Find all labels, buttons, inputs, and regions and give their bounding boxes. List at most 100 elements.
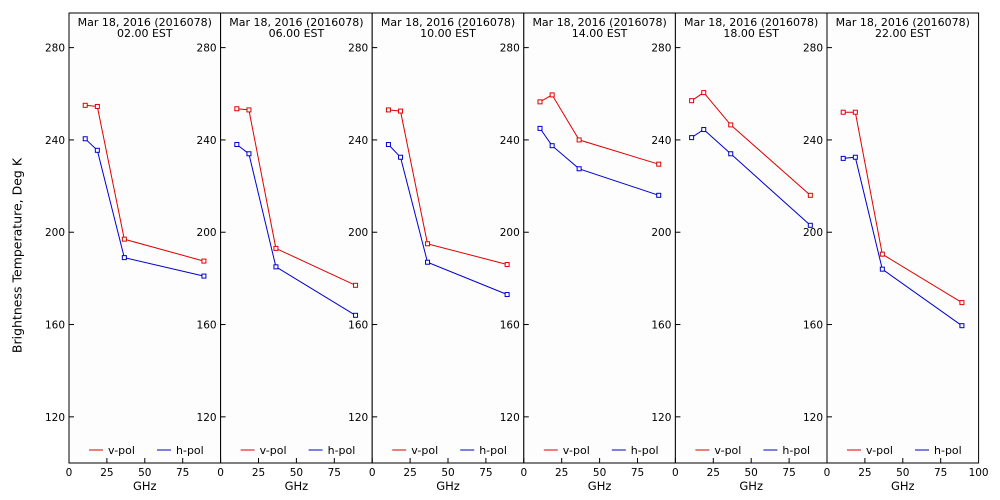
x-axis-label: GHz [891, 479, 915, 493]
x-tick-label: 75 [631, 467, 644, 479]
data-point-v-pol [537, 99, 543, 105]
panel-subtitle: 10.00 EST [420, 27, 476, 40]
x-tick-label: 25 [858, 467, 871, 479]
series-line-h-pol [236, 144, 356, 316]
data-point-h-pol [576, 166, 582, 172]
data-point-v-pol [353, 282, 359, 288]
data-point-v-pol [807, 192, 813, 198]
data-point-v-pol [959, 300, 965, 306]
legend-label: h-pol [782, 444, 810, 457]
y-tick-label: 160 [651, 320, 671, 332]
y-tick-label: 280 [651, 43, 671, 55]
x-tick-label: 25 [707, 467, 720, 479]
data-point-h-pol [398, 154, 404, 160]
panel-subtitle: 22.00 EST [875, 27, 931, 40]
x-tick-label: 50 [138, 467, 151, 479]
data-point-v-pol [879, 251, 885, 257]
series-line-v-pol [843, 111, 963, 304]
legend-label: h-pol [328, 444, 356, 457]
y-tick-label: 200 [651, 227, 671, 239]
legend-label: v-pol [866, 444, 893, 457]
y-tick-label: 160 [803, 320, 823, 332]
y-tick-label: 240 [651, 135, 671, 147]
data-point-h-pol [234, 142, 240, 148]
x-tick-label: 25 [403, 467, 416, 479]
series-line-h-pol [84, 138, 205, 277]
data-point-v-pol [728, 122, 734, 128]
y-tick-label: 200 [348, 227, 368, 239]
plot-frame-4 [523, 12, 676, 464]
y-tick-label: 200 [500, 227, 520, 239]
y-tick-label: 200 [45, 227, 65, 239]
data-point-v-pol [246, 107, 252, 113]
panel-subtitle: 06.00 EST [269, 27, 325, 40]
data-point-h-pol [82, 136, 88, 142]
y-tick-label: 160 [348, 320, 368, 332]
x-tick-label: 0 [217, 467, 224, 479]
legend-label: v-pol [411, 444, 438, 457]
data-point-v-pol [234, 106, 240, 112]
legend-label: h-pol [934, 444, 962, 457]
x-tick-label: 0 [66, 467, 73, 479]
data-point-v-pol [840, 109, 846, 115]
y-tick-label: 120 [348, 412, 368, 424]
panel-title: Mar 18, 2016 (2016078) [229, 16, 363, 29]
data-point-v-pol [576, 137, 582, 143]
series-line-v-pol [691, 91, 811, 196]
x-axis-label: GHz [588, 479, 612, 493]
data-point-h-pol [246, 151, 252, 157]
data-point-v-pol [385, 107, 391, 113]
x-tick-label: 75 [328, 467, 341, 479]
x-tick-label: 100 [969, 467, 989, 479]
legend-label: h-pol [479, 444, 507, 457]
x-tick-label: 0 [672, 467, 679, 479]
x-tick-label: 25 [555, 467, 568, 479]
y-tick-label: 280 [803, 43, 823, 55]
x-tick-label: 75 [934, 467, 947, 479]
series-line-v-pol [388, 109, 508, 265]
data-point-v-pol [656, 161, 662, 167]
x-tick-label: 50 [290, 467, 303, 479]
x-tick-label: 75 [782, 467, 795, 479]
data-point-h-pol [656, 192, 662, 198]
data-point-v-pol [398, 108, 404, 114]
x-tick-label: 0 [824, 467, 831, 479]
x-tick-label: 50 [745, 467, 758, 479]
series-line-v-pol [85, 104, 205, 262]
data-point-v-pol [504, 262, 510, 268]
y-tick-label: 280 [348, 43, 368, 55]
data-point-v-pol [121, 236, 127, 242]
x-tick-label: 25 [252, 467, 265, 479]
plot-frame-3 [371, 12, 525, 464]
y-tick-label: 160 [197, 320, 217, 332]
data-point-h-pol [728, 151, 734, 157]
panel-subtitle: 14.00 EST [572, 27, 628, 40]
legend-label: v-pol [108, 444, 135, 457]
panel-title: Mar 18, 2016 (2016078) [836, 16, 970, 29]
y-tick-label: 160 [500, 320, 520, 332]
data-point-v-pol [82, 102, 88, 108]
x-tick-label: 75 [176, 467, 189, 479]
y-tick-label: 240 [348, 135, 368, 147]
y-tick-label: 120 [45, 412, 65, 424]
y-tick-label: 200 [803, 227, 823, 239]
data-point-v-pol [549, 92, 555, 98]
data-point-h-pol [273, 264, 279, 270]
data-point-h-pol [353, 312, 359, 318]
series-line-h-pol [691, 128, 811, 226]
plot-frame-1 [68, 12, 222, 464]
data-point-h-pol [807, 222, 813, 228]
data-point-h-pol [201, 273, 207, 279]
data-point-h-pol [879, 266, 885, 272]
y-tick-label: 240 [803, 135, 823, 147]
data-point-h-pol [504, 292, 510, 298]
y-tick-label: 200 [197, 227, 217, 239]
panel-title: Mar 18, 2016 (2016078) [78, 16, 212, 29]
y-tick-label: 240 [197, 135, 217, 147]
legend-label: h-pol [631, 444, 659, 457]
x-tick-label: 25 [100, 467, 113, 479]
panel-title: Mar 18, 2016 (2016078) [684, 16, 818, 29]
y-tick-label: 280 [197, 43, 217, 55]
plot-frame-5 [674, 12, 828, 464]
